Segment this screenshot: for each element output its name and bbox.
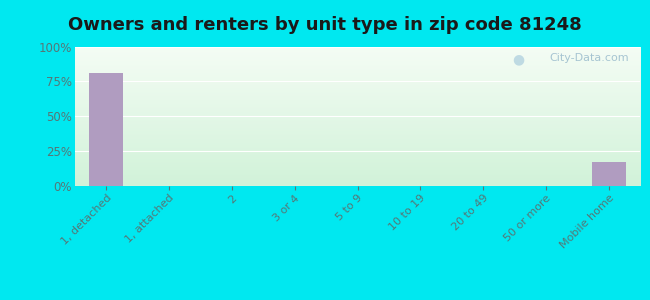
Text: Owners and renters by unit type in zip code 81248: Owners and renters by unit type in zip c… xyxy=(68,16,582,34)
Text: ●: ● xyxy=(512,53,525,67)
Bar xyxy=(89,73,124,186)
Text: City-Data.com: City-Data.com xyxy=(549,53,629,64)
Bar xyxy=(592,162,626,186)
